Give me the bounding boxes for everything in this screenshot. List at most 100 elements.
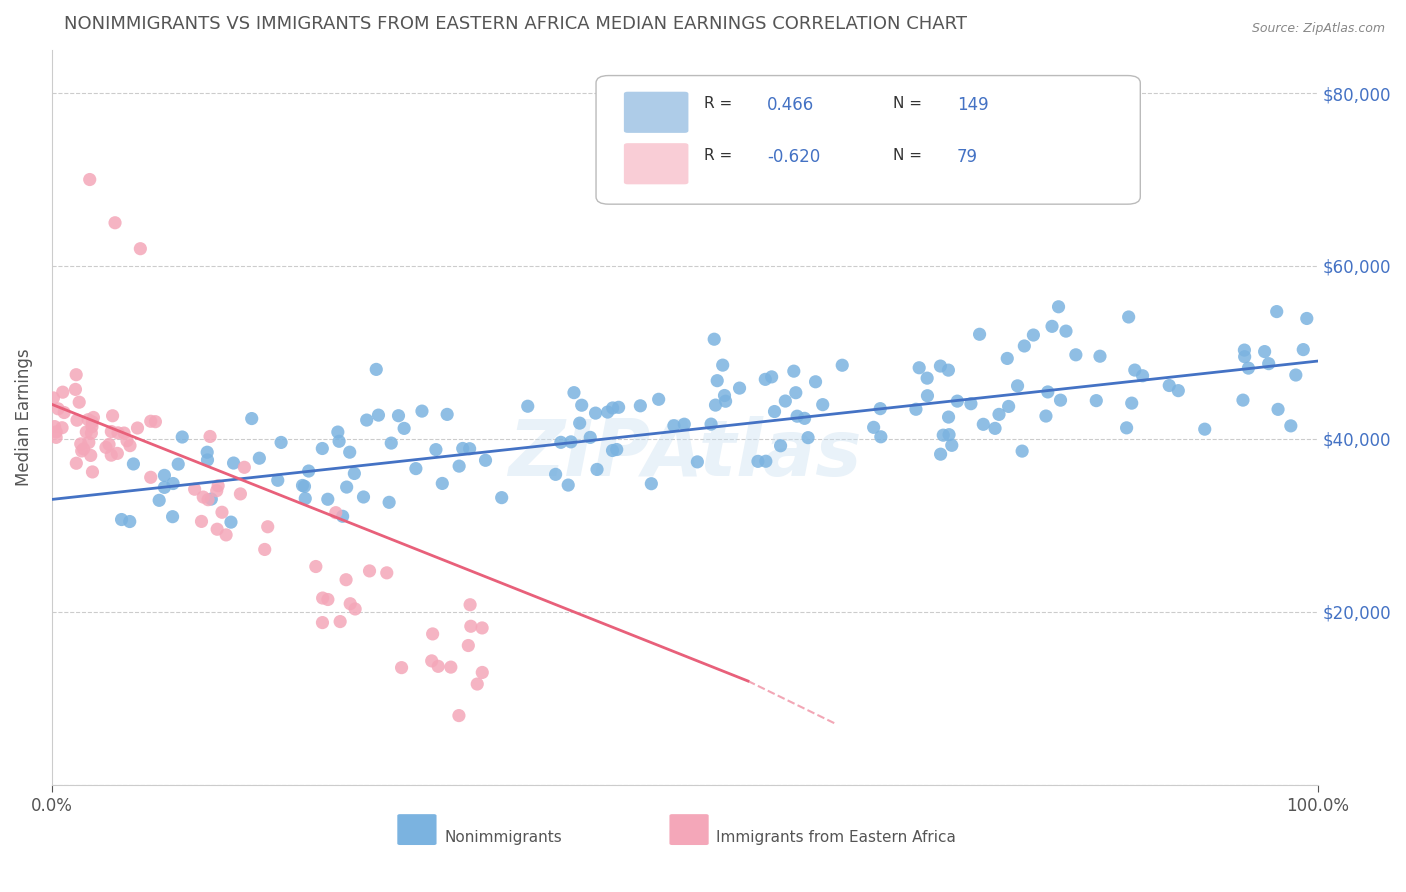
Point — [560, 434, 582, 449]
Point — [988, 408, 1011, 422]
Point — [240, 411, 263, 425]
Point — [332, 509, 354, 524]
Point — [1233, 343, 1256, 357]
Point — [557, 478, 579, 492]
Point — [1022, 328, 1045, 343]
Point — [211, 505, 233, 519]
Point — [700, 417, 723, 431]
Point — [80, 449, 103, 463]
Point — [640, 476, 662, 491]
Text: Source: ZipAtlas.com: Source: ZipAtlas.com — [1251, 22, 1385, 36]
Point — [1292, 343, 1315, 357]
Point — [1007, 379, 1029, 393]
FancyBboxPatch shape — [669, 814, 709, 845]
Point — [1036, 384, 1059, 399]
Point — [375, 566, 398, 580]
Point — [458, 442, 481, 456]
Point — [811, 398, 834, 412]
Point — [367, 408, 389, 422]
Text: ZIPAtlas: ZIPAtlas — [508, 416, 862, 492]
Point — [440, 660, 463, 674]
Point — [1054, 324, 1077, 338]
Point — [153, 480, 176, 494]
Point — [162, 476, 184, 491]
Point — [193, 490, 215, 504]
FancyBboxPatch shape — [596, 76, 1140, 204]
Point — [233, 460, 256, 475]
Point — [329, 615, 352, 629]
Point — [932, 428, 955, 442]
Point — [869, 430, 891, 444]
Point — [411, 404, 433, 418]
Point — [53, 405, 76, 419]
Point — [387, 409, 409, 423]
Point — [42, 391, 65, 405]
Point — [761, 370, 783, 384]
Point — [52, 385, 75, 400]
Point — [960, 397, 983, 411]
Point — [197, 453, 219, 467]
Point — [162, 509, 184, 524]
Point — [917, 389, 939, 403]
Point — [915, 371, 938, 385]
Point — [1265, 304, 1288, 318]
Point — [328, 434, 350, 449]
Point — [1167, 384, 1189, 398]
Text: Immigrants from Eastern Africa: Immigrants from Eastern Africa — [716, 830, 956, 846]
Point — [1123, 363, 1146, 377]
Point — [294, 491, 316, 506]
Point — [862, 420, 884, 434]
Text: R =: R = — [703, 147, 737, 162]
Point — [1232, 393, 1254, 408]
Point — [80, 419, 103, 434]
Point — [436, 408, 458, 422]
Point — [405, 461, 427, 475]
Point — [579, 430, 602, 444]
Point — [1088, 349, 1111, 363]
Point — [1035, 409, 1057, 423]
Point — [568, 416, 591, 430]
Point — [714, 394, 737, 409]
Point — [662, 418, 685, 433]
Point — [516, 399, 538, 413]
Point — [343, 467, 366, 481]
Point — [804, 375, 827, 389]
Point — [562, 385, 585, 400]
Point — [1233, 350, 1256, 364]
Point — [311, 591, 333, 605]
Point — [118, 515, 141, 529]
Point — [148, 493, 170, 508]
Point — [380, 436, 402, 450]
Point — [1011, 444, 1033, 458]
Point — [200, 491, 222, 506]
Point — [219, 515, 242, 529]
Point — [207, 479, 229, 493]
Text: NONIMMIGRANTS VS IMMIGRANTS FROM EASTERN AFRICA MEDIAN EARNINGS CORRELATION CHAR: NONIMMIGRANTS VS IMMIGRANTS FROM EASTERN… — [65, 15, 967, 33]
Point — [755, 454, 778, 468]
Point — [1085, 393, 1108, 408]
Point — [139, 414, 162, 428]
Point — [366, 362, 388, 376]
Point — [305, 559, 328, 574]
Point — [1064, 348, 1087, 362]
Point — [457, 639, 479, 653]
Point — [267, 473, 290, 487]
Y-axis label: Median Earnings: Median Earnings — [15, 349, 32, 486]
Point — [938, 410, 960, 425]
Point — [145, 415, 167, 429]
Point — [98, 437, 121, 451]
Point — [785, 385, 807, 400]
Point — [769, 439, 792, 453]
Point — [904, 402, 927, 417]
Point — [205, 522, 228, 536]
FancyBboxPatch shape — [398, 814, 436, 845]
Point — [127, 421, 149, 435]
Point — [82, 415, 104, 429]
Point — [205, 483, 228, 498]
Point — [602, 401, 624, 415]
Point — [353, 490, 375, 504]
Point — [65, 456, 87, 470]
Point — [420, 654, 443, 668]
Point — [585, 406, 607, 420]
Point — [686, 455, 709, 469]
